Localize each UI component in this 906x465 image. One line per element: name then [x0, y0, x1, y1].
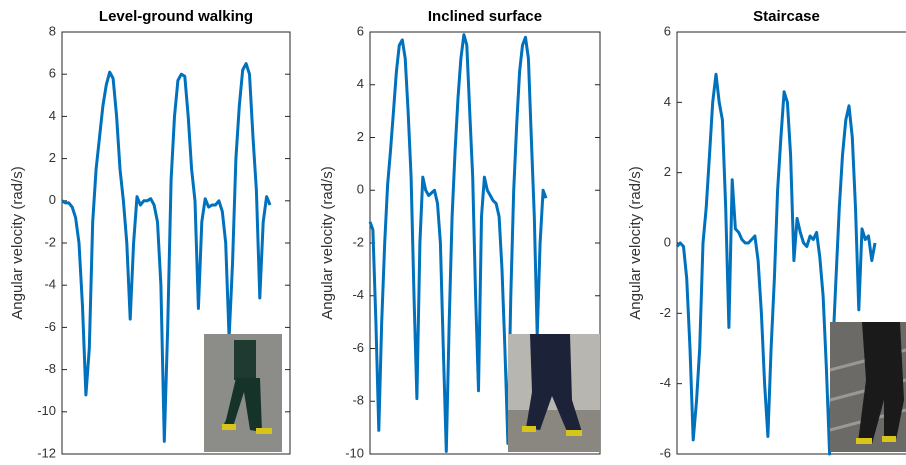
y-tick-label: 6	[664, 23, 671, 38]
y-tick-label: -2	[659, 305, 671, 320]
y-axis-label: Angular velocity (rad/s)	[627, 166, 644, 319]
y-tick-label: -4	[44, 277, 56, 292]
y-tick-label: -6	[659, 445, 671, 460]
y-tick-label: -8	[44, 361, 56, 376]
y-axis-label: Angular velocity (rad/s)	[319, 166, 336, 319]
y-tick-label: 0	[357, 182, 364, 197]
y-tick-label: 6	[357, 23, 364, 38]
y-tick-label: 2	[357, 129, 364, 144]
y-tick-label: 2	[664, 164, 671, 179]
y-axis-label: Angular velocity (rad/s)	[9, 166, 26, 319]
y-tick-label: -6	[44, 319, 56, 334]
y-tick-label: -12	[37, 445, 56, 460]
y-tick-label: -4	[352, 287, 364, 302]
y-tick-label: 4	[357, 76, 364, 91]
chart: Level-ground walking Angular velocity (ra…	[0, 0, 906, 465]
y-tick-label: 8	[49, 23, 56, 38]
y-tick-label: -2	[44, 234, 56, 249]
chart-title: Staircase	[753, 8, 820, 25]
y-tick-label: 0	[49, 192, 56, 207]
photo-inset	[830, 322, 906, 452]
y-tick-label: -8	[352, 393, 364, 408]
photo-inset	[508, 334, 600, 452]
chart-title: Level-ground walking	[99, 8, 253, 25]
y-tick-label: 4	[664, 94, 671, 109]
y-tick-label: -4	[659, 375, 671, 390]
y-tick-label: 6	[49, 66, 56, 81]
y-tick-label: -2	[352, 234, 364, 249]
page: {"chart_data": [ {"type": "line", "title…	[0, 0, 906, 465]
y-tick-label: 0	[664, 234, 671, 249]
y-tick-label: -6	[352, 340, 364, 355]
y-tick-label: 4	[49, 108, 56, 123]
y-tick-label: 2	[49, 150, 56, 165]
chart-title: Inclined surface	[428, 8, 542, 25]
photo-inset	[204, 334, 282, 452]
y-tick-label: -10	[37, 403, 56, 418]
y-tick-label: -10	[345, 445, 364, 460]
